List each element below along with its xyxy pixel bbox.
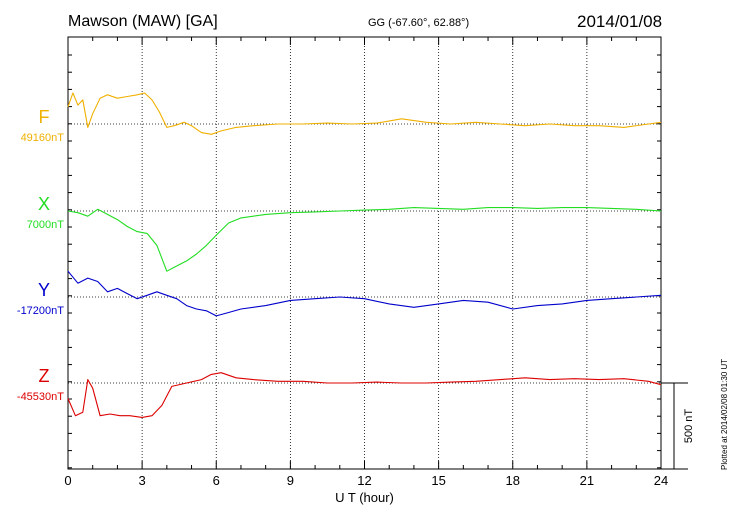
x-tick-label: 24	[654, 473, 668, 488]
plotted-timestamp: Plotted at 2014/02/08 01:30 UT	[720, 358, 729, 470]
x-tick-label: 3	[139, 473, 146, 488]
station-title: Mawson (MAW) [GA]	[68, 13, 218, 30]
series-line-f	[67, 92, 662, 135]
series-line-y	[67, 270, 662, 317]
x-tick-label: 6	[213, 473, 220, 488]
geographic-coordinates: GG (-67.60°, 62.88°)	[368, 17, 470, 29]
series-label-f: F	[39, 107, 50, 127]
x-tick-label: 15	[431, 473, 445, 488]
x-tick-label: 12	[357, 473, 371, 488]
series-baseline-label-z: -45530nT	[17, 391, 64, 403]
series-label-z: Z	[39, 366, 50, 386]
x-axis-label: U T (hour)	[335, 490, 394, 505]
series-baseline-label-x: 7000nT	[27, 219, 65, 231]
x-tick-label: 21	[580, 473, 594, 488]
date-label: 2014/01/08	[577, 12, 663, 31]
series-baseline-label-y: -17200nT	[17, 305, 64, 317]
x-tick-label: 0	[64, 473, 71, 488]
x-tick-label: 18	[506, 473, 520, 488]
series-label-x: X	[38, 194, 50, 214]
series-label-y: Y	[38, 280, 50, 300]
series-baseline-label-f: 49160nT	[21, 132, 65, 144]
scale-bar-label: 500 nT	[683, 409, 695, 444]
series-line-x	[67, 207, 662, 272]
series-line-z	[67, 372, 662, 418]
x-tick-label: 9	[287, 473, 294, 488]
